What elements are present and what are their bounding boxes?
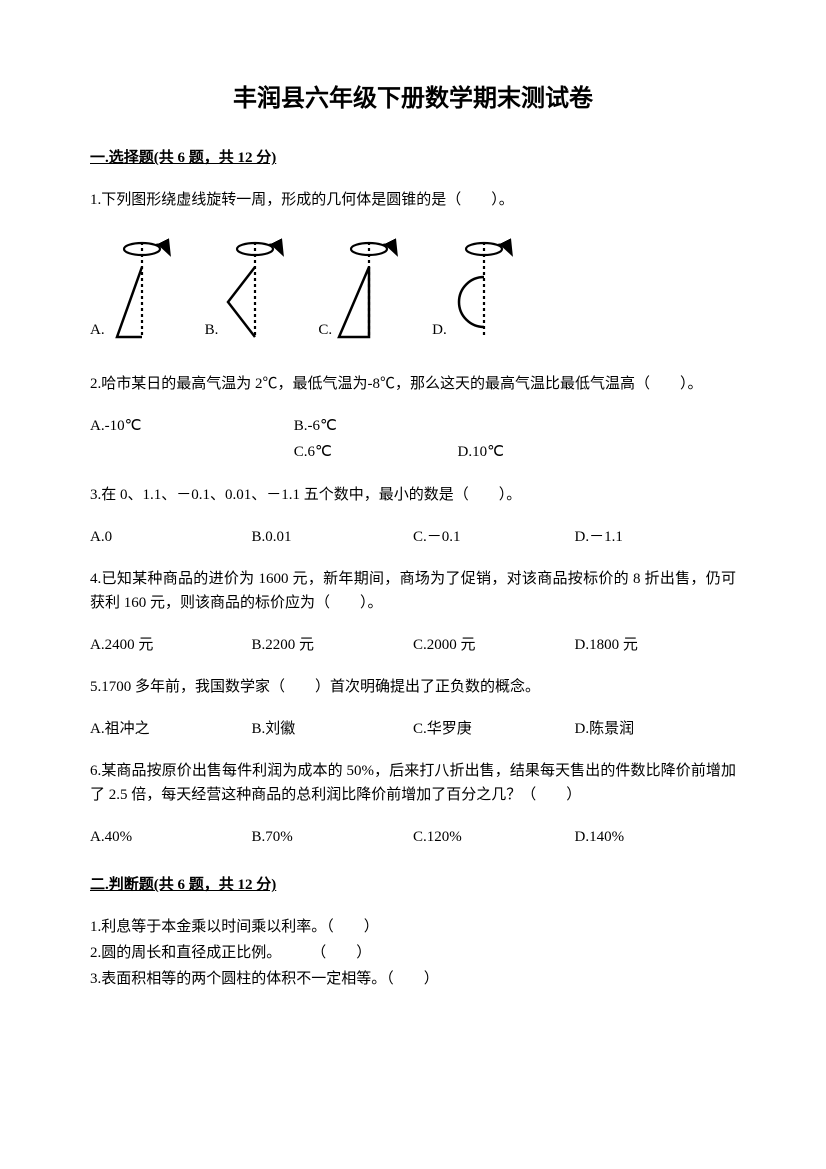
q5-option-c: C.华罗庚	[413, 717, 575, 741]
s2-q3: 3.表面积相等的两个圆柱的体积不一定相等。（ ）	[90, 967, 736, 991]
q5-text: 5.1700 多年前，我国数学家（ ）首次明确提出了正负数的概念。	[90, 675, 736, 699]
q3-options: A.0 B.0.01 C.－0.1 D.－1.1	[90, 525, 736, 549]
q4-text: 4.已知某种商品的进价为 1600 元，新年期间，商场为了促销，对该商品按标价的…	[90, 567, 736, 615]
q1-text: 1.下列图形绕虚线旋转一周，形成的几何体是圆锥的是（ ）。	[90, 188, 736, 212]
q2-text: 2.哈市某日的最高气温为 2℃，最低气温为-8℃，那么这天的最高气温比最低气温高…	[90, 372, 736, 396]
q6-text: 6.某商品按原价出售每件利润为成本的 50%，后来打八折出售，结果每天售出的件数…	[90, 759, 736, 807]
q2-option-d: D.10℃	[458, 440, 504, 466]
q6-options: A.40% B.70% C.120% D.140%	[90, 825, 736, 849]
q3-text: 3.在 0、1.1、－0.1、0.01、－1.1 五个数中，最小的数是（ ）。	[90, 483, 736, 507]
q1-label-d: D.	[432, 318, 447, 342]
s2-q2: 2.圆的周长和直径成正比例。 （ ）	[90, 941, 736, 965]
shape-c-icon	[336, 237, 402, 342]
q1-option-a: A.	[90, 237, 175, 342]
q6-option-d: D.140%	[575, 825, 737, 849]
q1-option-d: D.	[432, 237, 517, 342]
q5-options: A.祖冲之 B.刘徽 C.华罗庚 D.陈景润	[90, 717, 736, 741]
section-1-header: 一.选择题(共 6 题，共 12 分)	[90, 146, 736, 170]
shape-b-icon	[222, 237, 288, 342]
q4-option-b: B.2200 元	[252, 633, 414, 657]
q5-option-d: D.陈景润	[575, 717, 737, 741]
q1-label-c: C.	[318, 318, 332, 342]
page-title: 丰润县六年级下册数学期末测试卷	[90, 80, 736, 118]
q1-option-c: C.	[318, 237, 402, 342]
q1-shape-options: A. B. C.	[90, 237, 736, 342]
q6-option-c: C.120%	[413, 825, 575, 849]
s2-q1: 1.利息等于本金乘以时间乘以利率。（ ）	[90, 915, 736, 939]
q4-option-a: A.2400 元	[90, 633, 252, 657]
q6-option-a: A.40%	[90, 825, 252, 849]
q2-option-b: B.-6℃	[294, 414, 354, 440]
q4-option-c: C.2000 元	[413, 633, 575, 657]
q3-option-b: B.0.01	[252, 525, 414, 549]
q5-option-a: A.祖冲之	[90, 717, 252, 741]
q2-option-c: C.6℃	[294, 440, 454, 466]
q4-option-d: D.1800 元	[575, 633, 737, 657]
q1-option-b: B.	[205, 237, 289, 342]
section-2-header: 二.判断题(共 6 题，共 12 分)	[90, 873, 736, 897]
q5-option-b: B.刘徽	[252, 717, 414, 741]
shape-d-icon	[451, 237, 517, 342]
q3-option-a: A.0	[90, 525, 252, 549]
q3-option-d: D.－1.1	[575, 525, 737, 549]
q2-option-a: A.-10℃	[90, 414, 290, 440]
q2-options: A.-10℃ B.-6℃ C.6℃ D.10℃	[90, 414, 736, 465]
q4-options: A.2400 元 B.2200 元 C.2000 元 D.1800 元	[90, 633, 736, 657]
q1-label-b: B.	[205, 318, 219, 342]
q3-option-c: C.－0.1	[413, 525, 575, 549]
q1-label-a: A.	[90, 318, 105, 342]
q6-option-b: B.70%	[252, 825, 414, 849]
shape-a-icon	[109, 237, 175, 342]
